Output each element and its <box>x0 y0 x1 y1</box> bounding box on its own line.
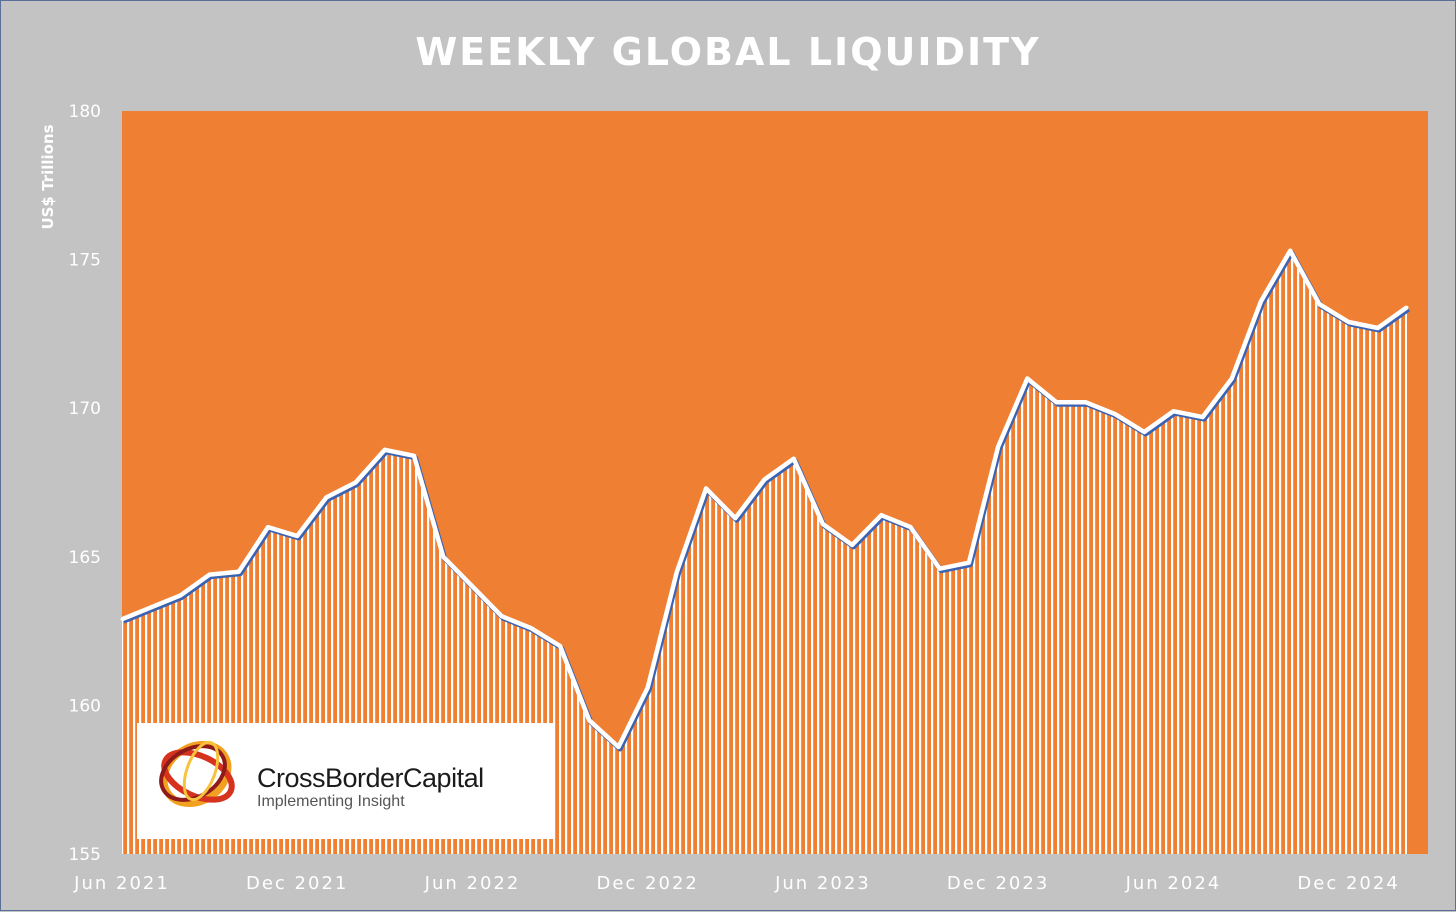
x-tick-label: Jun 2022 <box>424 873 521 894</box>
y-axis-label: US$ Trillions <box>39 124 57 229</box>
chart-title: WEEKLY GLOBAL LIQUIDITY <box>415 30 1040 74</box>
data-point <box>500 614 504 618</box>
data-point <box>471 585 474 588</box>
data-point <box>967 561 971 565</box>
data-point <box>383 448 387 452</box>
y-axis: 155 160 165 170 175 180 <box>69 102 101 865</box>
line-layer <box>120 248 1410 752</box>
data-point <box>149 605 153 609</box>
data-point <box>178 593 182 597</box>
x-tick-label: Dec 2021 <box>246 873 348 894</box>
data-point <box>996 445 1000 449</box>
data-point <box>237 570 241 574</box>
data-point <box>1055 400 1058 404</box>
crossborder-logo: CrossBorderCapital Implementing Insight <box>137 723 553 839</box>
data-point <box>354 481 358 484</box>
data-point <box>208 573 212 577</box>
data-point <box>120 617 124 621</box>
x-tick-label: Dec 2023 <box>947 873 1049 894</box>
data-point <box>1230 377 1234 380</box>
data-point <box>938 567 942 571</box>
y-tick-label: 165 <box>69 548 101 568</box>
data-point <box>1084 400 1088 404</box>
y-tick-label: 155 <box>69 845 101 865</box>
area-layer <box>122 250 1407 854</box>
x-tick-label: Jun 2023 <box>774 873 871 894</box>
data-point <box>295 534 299 538</box>
data-point <box>1201 415 1205 419</box>
data-point <box>324 495 328 499</box>
data-point <box>441 555 445 559</box>
y-tick-label: 180 <box>69 102 101 122</box>
data-point <box>879 513 883 517</box>
y-tick-label: 170 <box>69 399 101 419</box>
x-axis: Jun 2021 Dec 2021 Jun 2022 Dec 2022 Jun 2023… <box>73 873 1399 894</box>
data-point <box>587 718 591 722</box>
data-point <box>675 570 679 574</box>
data-point <box>1347 320 1351 324</box>
data-point <box>558 644 562 648</box>
data-point <box>909 525 912 529</box>
x-tick-label: Dec 2024 <box>1297 873 1399 894</box>
data-point <box>529 626 533 630</box>
y-tick-label: 160 <box>69 696 101 716</box>
data-point <box>646 686 650 690</box>
logo-emblem-icon <box>159 740 235 807</box>
x-tick-label: Jun 2024 <box>1125 873 1222 894</box>
data-point <box>1171 409 1175 413</box>
data-point <box>1113 412 1117 416</box>
data-point <box>733 516 737 520</box>
data-point <box>850 543 854 547</box>
x-tick-label: Dec 2022 <box>597 873 699 894</box>
data-point <box>617 745 620 749</box>
data-point <box>763 478 766 481</box>
data-point <box>1376 326 1380 330</box>
data-point <box>1259 299 1263 303</box>
data-point <box>1025 377 1029 380</box>
data-point <box>266 525 270 529</box>
logo-name: CrossBorderCapital <box>257 763 484 793</box>
liquidity-area <box>122 250 1407 854</box>
data-point <box>1288 249 1292 253</box>
logo-tagline: Implementing Insight <box>257 793 405 810</box>
x-tick-label: Jun 2021 <box>73 873 170 894</box>
data-point <box>704 486 708 490</box>
data-point <box>1405 305 1409 309</box>
data-point <box>792 457 796 461</box>
data-point <box>1142 430 1146 434</box>
y-tick-label: 175 <box>69 251 101 271</box>
data-point <box>821 522 825 526</box>
data-point <box>412 454 416 458</box>
data-point <box>1317 302 1321 306</box>
